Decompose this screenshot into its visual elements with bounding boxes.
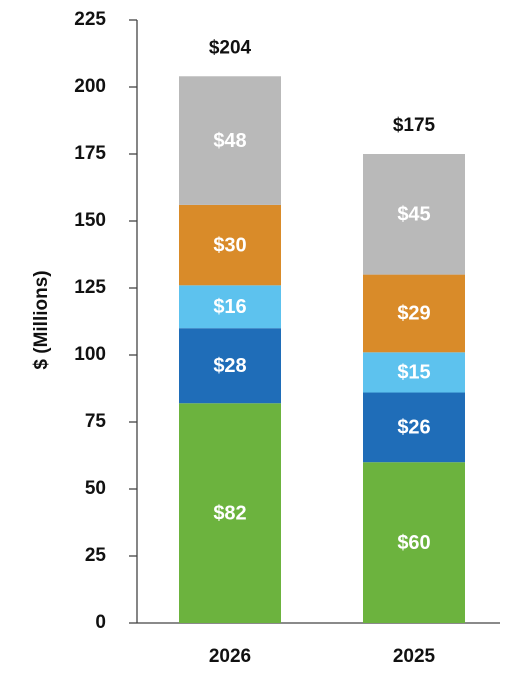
y-tick-label: 0: [95, 612, 106, 633]
total-label: $175: [393, 115, 436, 136]
value-label: $28: [213, 355, 246, 377]
x-tick-label: 2026: [209, 646, 251, 667]
y-tick-label: 200: [74, 76, 106, 97]
value-label: $16: [213, 296, 246, 318]
value-label: $30: [213, 234, 246, 256]
value-label: $45: [397, 204, 430, 226]
x-tick-label: 2025: [393, 646, 436, 667]
bar-segment: [179, 204, 281, 286]
value-label: $15: [397, 362, 430, 384]
bar-segment: [179, 285, 281, 329]
y-tick-label: 50: [85, 478, 106, 499]
total-label: $204: [209, 37, 252, 58]
bar-segment: [363, 462, 465, 623]
bar-segment: [179, 328, 281, 404]
value-label: $26: [397, 417, 430, 439]
y-tick-label: 125: [74, 277, 106, 298]
value-label: $29: [397, 303, 430, 325]
bar-segment: [363, 274, 465, 353]
y-tick-label: 100: [74, 344, 106, 365]
bar-segment: [363, 352, 465, 393]
y-tick-label: 150: [74, 210, 106, 231]
y-tick-label: 75: [85, 411, 107, 432]
y-tick-label: 25: [85, 545, 107, 566]
y-tick-label: 225: [74, 9, 106, 30]
y-axis-label: $ (Millions): [31, 270, 52, 369]
bar-segment: [363, 154, 465, 275]
bar-segment: [363, 392, 465, 463]
value-label: $60: [397, 532, 430, 554]
value-label: $48: [213, 130, 246, 152]
value-label: $82: [213, 502, 246, 524]
bar-segment: [179, 76, 281, 205]
y-tick-label: 175: [74, 143, 106, 164]
bar-segment: [179, 403, 281, 623]
